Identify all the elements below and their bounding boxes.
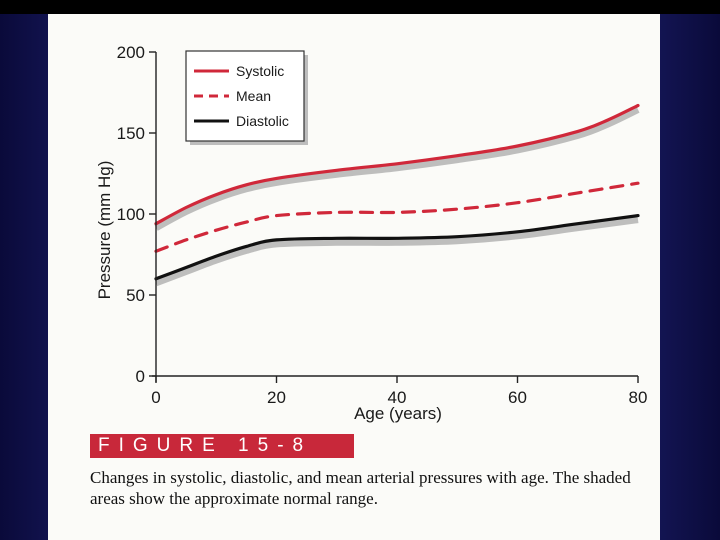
x-tick-label: 0 [151, 388, 160, 407]
figure-label: FIGURE 15-8 [90, 434, 354, 458]
y-tick-label: 0 [136, 367, 145, 386]
systolic-normal-range-band [154, 106, 640, 231]
diastolic-line [154, 214, 640, 281]
bp-age-chart: 0 50 100 150 200 0 20 40 60 80 Systolic Mean Diasto… [95, 43, 648, 423]
y-tick-label: 200 [117, 43, 145, 62]
legend-label-systolic: Systolic [236, 63, 284, 79]
legend-label-mean: Mean [236, 88, 271, 104]
diastolic-normal-range-band [154, 216, 639, 287]
y-tick-label: 100 [117, 205, 145, 224]
x-tick-label: 20 [267, 388, 286, 407]
systolic-line [154, 103, 640, 226]
mean-line [154, 181, 640, 253]
x-axis-title: Age (years) [354, 404, 442, 423]
x-tick-label: 60 [508, 388, 527, 407]
y-tick-label: 150 [117, 124, 145, 143]
figure-caption: Changes in systolic, diastolic, and mean… [90, 468, 631, 508]
legend-label-diastolic: Diastolic [236, 113, 289, 129]
slide: 0 50 100 150 200 0 20 40 60 80 Systolic Mean Diasto… [48, 14, 660, 540]
y-axis-title: Pressure (mm Hg) [95, 161, 114, 300]
y-tick-label: 50 [126, 286, 145, 305]
x-tick-label: 80 [629, 388, 648, 407]
x-tick-label: 40 [388, 388, 407, 407]
top-bar [0, 0, 720, 14]
legend-box [185, 50, 305, 142]
